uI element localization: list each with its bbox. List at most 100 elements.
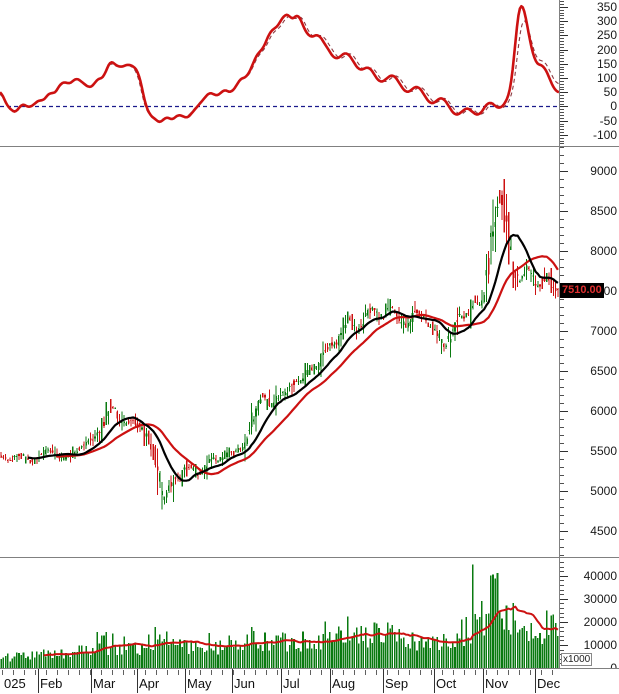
x-minor-tick bbox=[475, 670, 476, 675]
axis-minor-tick bbox=[560, 129, 564, 130]
axis-major-tick bbox=[560, 251, 568, 252]
x-month-separator bbox=[330, 669, 331, 693]
volume-plot-area bbox=[0, 558, 559, 668]
x-minor-tick bbox=[90, 670, 91, 675]
x-minor-tick bbox=[508, 670, 509, 675]
indicator-panel: -100 -50 0 50 100 150 200 250 300 350 bbox=[0, 0, 619, 146]
x-minor-tick bbox=[112, 670, 113, 675]
axis-minor-tick bbox=[560, 163, 564, 164]
axis-minor-tick bbox=[560, 299, 564, 300]
axis-minor-tick bbox=[560, 363, 564, 364]
x-minor-tick bbox=[244, 670, 245, 675]
x-minor-tick bbox=[211, 670, 212, 675]
axis-minor-tick bbox=[560, 4, 564, 5]
x-minor-tick bbox=[321, 670, 322, 675]
x-minor-tick bbox=[497, 670, 498, 675]
axis-minor-tick bbox=[560, 75, 564, 76]
x-minor-tick bbox=[354, 670, 355, 675]
x-axis-label: Apr bbox=[139, 676, 160, 691]
x-minor-tick bbox=[255, 670, 256, 675]
axis-minor-tick bbox=[560, 15, 564, 16]
x-minor-tick bbox=[288, 670, 289, 675]
axis-minor-tick bbox=[560, 562, 564, 563]
x-minor-tick bbox=[376, 670, 377, 675]
axis-major-tick bbox=[560, 451, 568, 452]
axis-minor-tick bbox=[560, 141, 564, 142]
x-minor-tick bbox=[530, 670, 531, 675]
volume-multiplier-label: x1000 bbox=[561, 653, 593, 666]
x-axis-label: May bbox=[187, 676, 212, 691]
axis-minor-tick bbox=[560, 235, 564, 236]
x-minor-tick bbox=[398, 670, 399, 675]
x-month-separator bbox=[281, 669, 282, 693]
x-minor-tick bbox=[277, 670, 278, 675]
axis-tick-label: 40000 bbox=[583, 569, 617, 583]
x-month-separator bbox=[535, 669, 536, 693]
x-axis-label: Sep bbox=[385, 676, 409, 691]
axis-tick-label: 0 bbox=[610, 99, 617, 113]
axis-minor-tick bbox=[560, 443, 564, 444]
axis-tick-label: 350 bbox=[596, 0, 617, 14]
axis-tick-label: 8000 bbox=[590, 244, 617, 258]
x-axis-label: 025 bbox=[4, 676, 26, 691]
x-minor-tick bbox=[266, 670, 267, 675]
axis-minor-tick bbox=[560, 275, 564, 276]
axis-tick-label: 10000 bbox=[583, 638, 617, 652]
price-y-axis: 4500500055006000650070007500800085009000 bbox=[559, 147, 619, 557]
axis-minor-tick bbox=[560, 395, 564, 396]
axis-tick-label: 8500 bbox=[590, 204, 617, 218]
axis-minor-tick bbox=[560, 580, 564, 581]
axis-minor-tick bbox=[560, 118, 564, 119]
axis-major-tick bbox=[560, 331, 568, 332]
axis-minor-tick bbox=[560, 590, 564, 591]
axis-minor-tick bbox=[560, 72, 564, 73]
axis-minor-tick bbox=[560, 55, 564, 56]
axis-minor-tick bbox=[560, 61, 564, 62]
x-minor-tick bbox=[332, 670, 333, 675]
x-minor-tick bbox=[123, 670, 124, 675]
axis-tick-label: 150 bbox=[596, 57, 617, 71]
axis-minor-tick bbox=[560, 138, 564, 139]
x-month-separator bbox=[383, 669, 384, 693]
x-minor-tick bbox=[35, 670, 36, 675]
x-month-separator bbox=[483, 669, 484, 693]
axis-tick-label: 7000 bbox=[590, 324, 617, 338]
axis-minor-tick bbox=[560, 112, 564, 113]
volume-panel: 0 10000 20000 30000 40000 bbox=[0, 558, 619, 668]
axis-minor-tick bbox=[560, 104, 564, 105]
axis-tick-label: 5000 bbox=[590, 484, 617, 498]
axis-minor-tick bbox=[560, 307, 564, 308]
axis-minor-tick bbox=[560, 84, 564, 85]
axis-tick-label: 6000 bbox=[590, 404, 617, 418]
axis-major-tick bbox=[560, 121, 568, 122]
axis-minor-tick bbox=[560, 44, 564, 45]
axis-major-tick bbox=[560, 135, 568, 136]
axis-tick-label: 200 bbox=[596, 43, 617, 57]
axis-minor-tick bbox=[560, 27, 564, 28]
x-axis-label: Dec bbox=[537, 676, 561, 691]
axis-minor-tick bbox=[560, 195, 564, 196]
indicator-plot-area bbox=[0, 0, 559, 146]
axis-minor-tick bbox=[560, 347, 564, 348]
axis-minor-tick bbox=[560, 608, 564, 609]
axis-minor-tick bbox=[560, 41, 564, 42]
axis-major-tick bbox=[560, 78, 568, 79]
axis-major-tick bbox=[560, 531, 568, 532]
x-minor-tick bbox=[167, 670, 168, 675]
x-minor-tick bbox=[13, 670, 14, 675]
indicator-y-axis: -100 -50 0 50 100 150 200 250 300 350 bbox=[559, 0, 619, 146]
x-minor-tick bbox=[57, 670, 58, 675]
axis-minor-tick bbox=[560, 555, 564, 556]
axis-minor-tick bbox=[560, 613, 564, 614]
axis-spine bbox=[559, 558, 560, 668]
axis-tick-label: 5500 bbox=[590, 444, 617, 458]
x-minor-tick bbox=[68, 670, 69, 675]
axis-major-tick bbox=[560, 622, 568, 623]
axis-minor-tick bbox=[560, 515, 564, 516]
x-axis-label: Oct bbox=[436, 676, 457, 691]
axis-minor-tick bbox=[560, 147, 564, 148]
axis-minor-tick bbox=[560, 483, 564, 484]
axis-minor-tick bbox=[560, 567, 564, 568]
axis-minor-tick bbox=[560, 419, 564, 420]
axis-minor-tick bbox=[560, 81, 564, 82]
